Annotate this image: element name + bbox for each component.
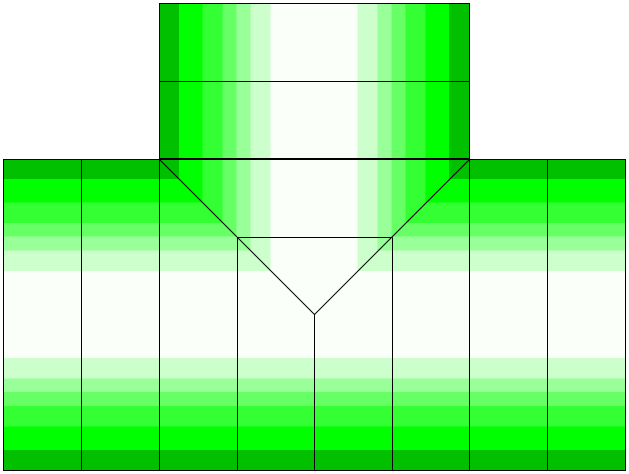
junction-diagonal-right	[314, 159, 470, 315]
mesh-lines	[3, 3, 626, 471]
junction-diagonal-left	[159, 159, 315, 315]
